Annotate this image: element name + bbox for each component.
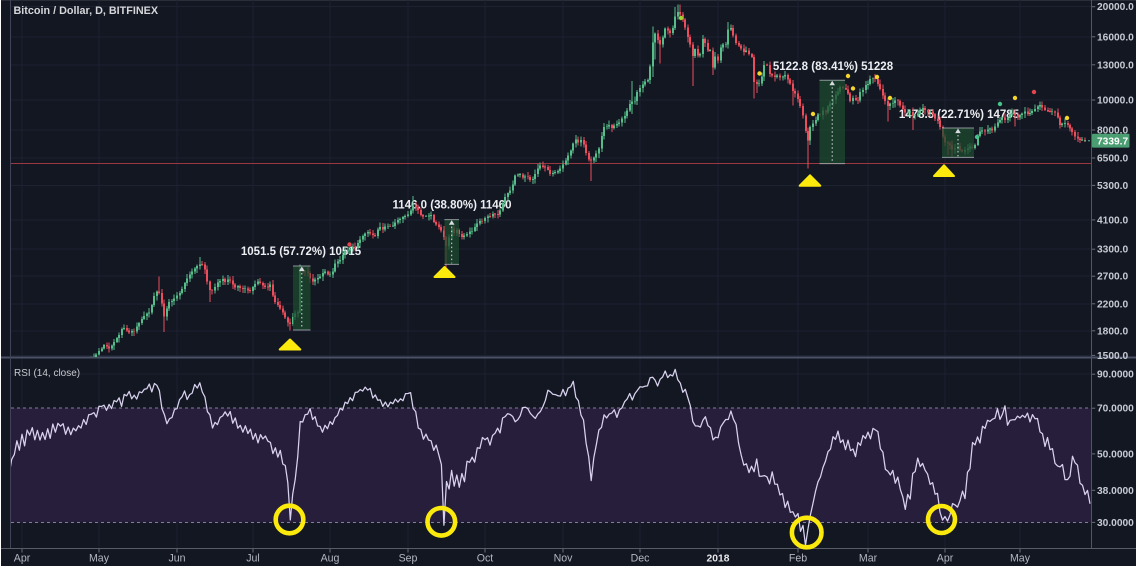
svg-text:90.0000: 90.0000 — [1097, 370, 1134, 381]
svg-text:Mar: Mar — [859, 553, 878, 565]
svg-text:1500.0: 1500.0 — [1097, 351, 1128, 362]
svg-text:Nov: Nov — [554, 553, 574, 565]
svg-text:1051.5 (57.72%) 10515: 1051.5 (57.72%) 10515 — [241, 246, 362, 258]
svg-text:10000.0: 10000.0 — [1097, 96, 1134, 107]
svg-text:Aug: Aug — [321, 553, 340, 565]
svg-text:38.0000: 38.0000 — [1097, 486, 1134, 497]
svg-text:1146.0 (38.80%) 11460: 1146.0 (38.80%) 11460 — [393, 200, 512, 212]
svg-text:7339.7: 7339.7 — [1097, 137, 1128, 148]
svg-text:Apr: Apr — [14, 553, 31, 565]
svg-text:4100.0: 4100.0 — [1097, 215, 1128, 226]
svg-text:Feb: Feb — [789, 553, 807, 565]
svg-text:May: May — [89, 553, 110, 565]
svg-text:70.0000: 70.0000 — [1097, 404, 1134, 415]
svg-text:16000.0: 16000.0 — [1097, 32, 1134, 43]
svg-text:Oct: Oct — [477, 553, 494, 565]
svg-text:2200.0: 2200.0 — [1097, 299, 1128, 310]
svg-text:Bitcoin / Dollar, D, BITFINEX: Bitcoin / Dollar, D, BITFINEX — [14, 5, 159, 17]
svg-text:Dec: Dec — [631, 553, 651, 565]
svg-text:3300.0: 3300.0 — [1097, 245, 1128, 256]
svg-text:2018: 2018 — [707, 554, 730, 565]
svg-text:30.0000: 30.0000 — [1097, 518, 1134, 529]
svg-text:13000.0: 13000.0 — [1097, 60, 1134, 71]
svg-text:Sep: Sep — [399, 553, 418, 565]
svg-text:May: May — [1010, 553, 1031, 565]
svg-text:1800.0: 1800.0 — [1097, 326, 1128, 337]
svg-text:2700.0: 2700.0 — [1097, 272, 1128, 283]
svg-text:Jun: Jun — [168, 553, 185, 565]
svg-text:Jul: Jul — [246, 553, 260, 565]
svg-text:5300.0: 5300.0 — [1097, 181, 1128, 192]
svg-text:20000.0: 20000.0 — [1097, 2, 1134, 13]
svg-text:6500.0: 6500.0 — [1097, 154, 1128, 165]
svg-text:50.0000: 50.0000 — [1097, 449, 1134, 460]
svg-text:5122.8 (83.41%) 51228: 5122.8 (83.41%) 51228 — [773, 61, 894, 73]
svg-text:8000.0: 8000.0 — [1097, 126, 1128, 137]
svg-text:Apr: Apr — [937, 553, 954, 565]
svg-text:RSI (14, close): RSI (14, close) — [14, 368, 80, 379]
